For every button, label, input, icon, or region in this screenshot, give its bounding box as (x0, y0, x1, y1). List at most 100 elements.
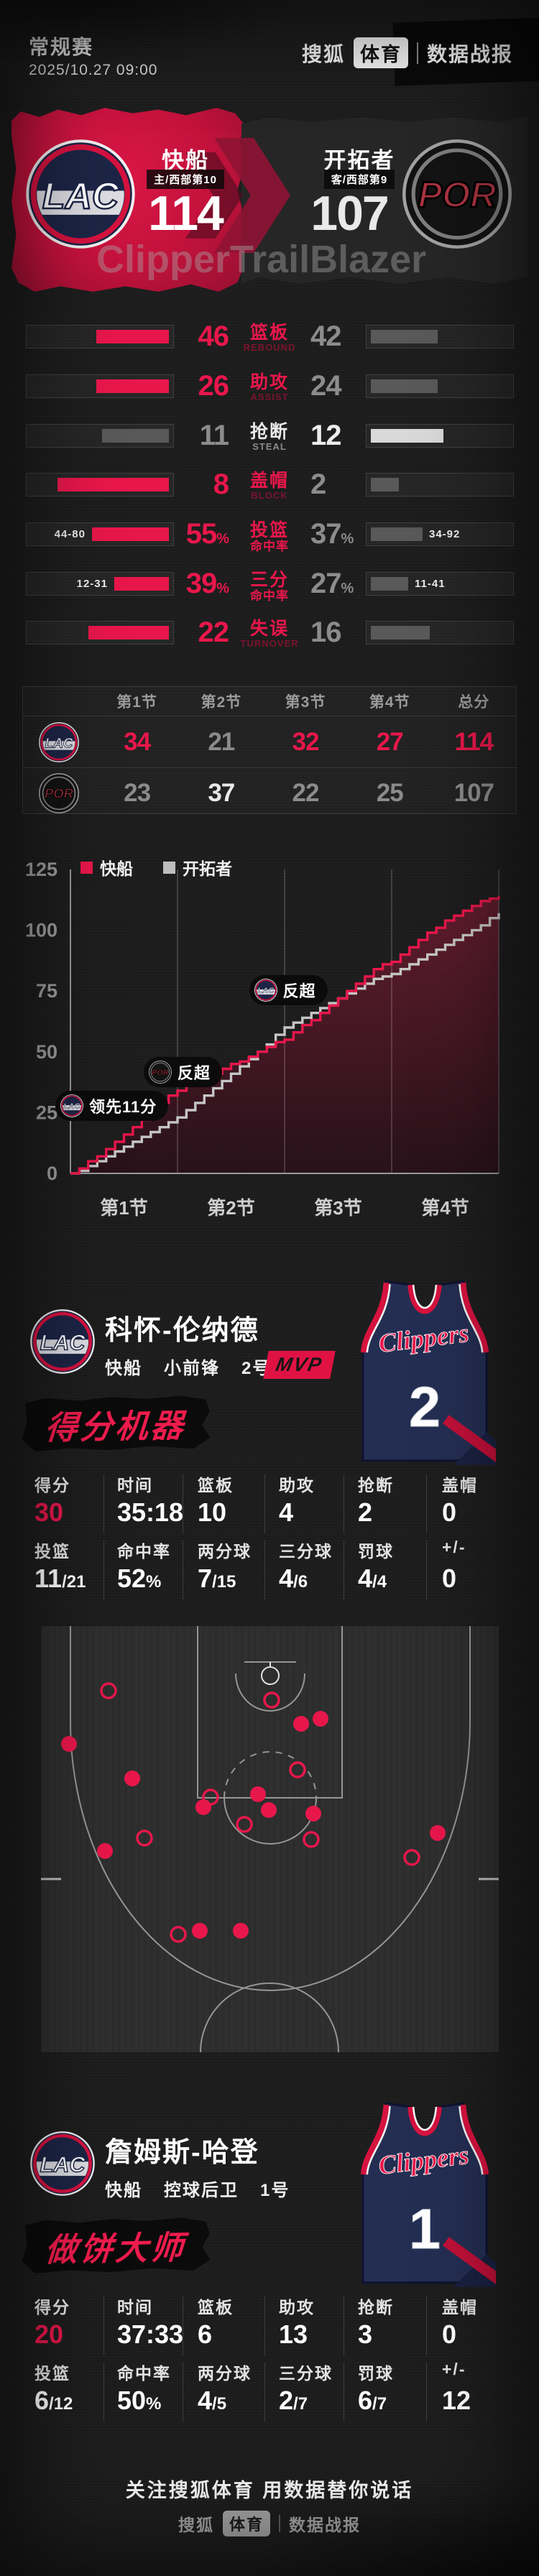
home-stat-bar (26, 621, 174, 645)
away-stat-value: 37% (310, 518, 354, 550)
quarter-score-cell: 21 (208, 727, 235, 756)
player-stat-value: 6/12 (34, 2386, 73, 2415)
quarter-score-cell: 114 (454, 727, 494, 756)
player-stat-label: 得分 (34, 1476, 70, 1495)
player-tag-strip: 得分机器 (21, 1395, 210, 1452)
quarter-score-cell: 25 (376, 779, 404, 807)
away-stat-bar (366, 374, 514, 398)
lac-logo-icon: LAC (30, 2131, 95, 2196)
home-team-score: 114 (148, 186, 224, 241)
player-stat-label: 两分球 (198, 2364, 252, 2383)
shot-missed-dot (100, 1682, 117, 1699)
player-stat-value: 35:18 (117, 1497, 184, 1527)
quarter-header-cell: 第3节 (285, 694, 326, 711)
home-stat-value: 22 (198, 617, 230, 648)
y-tick-label: 25 (36, 1102, 57, 1123)
y-tick-label: 100 (25, 920, 57, 941)
quarter-table-header: 第1节 第2节 第3节 第4节 总分 (23, 687, 516, 716)
stat-column-divider (426, 2296, 427, 2355)
player-stat-label: 命中率 (117, 1542, 171, 1561)
stat-label: 助攻 ASSIST (249, 372, 289, 402)
player-stat-value: 11/21 (34, 1564, 86, 1593)
quarter-score-table: 第1节 第2节 第3节 第4节 总分 LAC 34 21 32 27 114 POR 23 37 22 2… (22, 686, 517, 814)
svg-text:LAC: LAC (63, 1102, 80, 1111)
annotation-text: 领先11分 (89, 1097, 157, 1116)
chart-annotation-pill: LAC 领先11分 (55, 1090, 169, 1121)
y-tick-label: 75 (36, 980, 57, 1002)
home-stat-bar (26, 325, 174, 348)
player-stat-label: 助攻 (279, 2298, 315, 2317)
player-stat-value: 6 (198, 2319, 213, 2349)
player-number: 1号 (260, 2181, 290, 2200)
player-name: 詹姆斯-哈登 (105, 2138, 259, 2168)
quarter-score-cell: 27 (376, 727, 404, 756)
svg-text:POR: POR (418, 175, 497, 215)
x-tick-label: 第2节 (207, 1197, 254, 1219)
shot-made-dot (250, 1786, 266, 1802)
player-stat-label: 时间 (117, 1476, 153, 1495)
home-stat-bar-fill (57, 478, 169, 491)
player-meta: 快船 控球后卫 1号 (105, 2176, 290, 2201)
watermark-text: ClipperTrailBlazer (96, 238, 427, 281)
stat-label: 投篮 命中率 (249, 520, 289, 553)
player-stat-label: 篮板 (198, 2298, 234, 2317)
quarter-score-cell: 32 (292, 727, 320, 756)
stat-label: 篮板 REBOUND (243, 323, 296, 353)
mvp-badge: MVP (263, 1351, 336, 1379)
player-stat-label: 助攻 (279, 1476, 315, 1495)
por-logo-icon: POR (402, 139, 512, 249)
stat-column-divider (264, 1474, 265, 1533)
stat-column-divider (426, 1474, 427, 1533)
quarter-score-cell: 34 (124, 727, 151, 756)
quarter-header-cell: 第1节 (116, 694, 157, 711)
x-tick-label: 第1节 (100, 1197, 147, 1219)
lac-logo-icon: LAC (26, 139, 135, 249)
quarter-score-cell: 23 (124, 779, 151, 807)
player-jersey: Clippers 2 (360, 1280, 510, 1468)
away-stat-value: 2 (310, 468, 326, 500)
home-stat-bar (26, 424, 174, 448)
league-label: 常规赛 (29, 36, 94, 58)
shot-missed-dot (236, 1816, 253, 1833)
home-stat-value: 26 (198, 370, 230, 402)
lac-row-logo: LAC (23, 721, 95, 762)
lac-logo-icon: LAC (60, 1094, 83, 1117)
por-logo-icon: POR (39, 773, 79, 813)
jersey-graphic: Clippers 2 (354, 1278, 510, 1469)
por-logo-icon: POR (148, 1060, 172, 1084)
shot-missed-dot (289, 1761, 306, 1778)
svg-text:POR: POR (45, 786, 74, 801)
por-row-logo: POR (23, 773, 95, 813)
stat-column-divider (426, 2363, 427, 2422)
sohu-sports-logo: 搜狐 体育 数据战报 (302, 37, 513, 68)
svg-text:LAC: LAC (257, 987, 274, 995)
away-stat-bar (366, 424, 514, 448)
shot-made-dot (233, 1923, 249, 1939)
player-tag: 做饼大师 (43, 2228, 188, 2268)
player-stat-value: 52% (117, 1564, 162, 1593)
player-stat-label: +/- (442, 1538, 466, 1556)
svg-text:LAC: LAC (40, 2153, 86, 2177)
player-stat-value: 4/6 (279, 1564, 308, 1593)
shot-made-dot (192, 1923, 208, 1939)
away-team-score: 107 (310, 186, 389, 241)
shot-chart-court (41, 1624, 499, 2053)
shot-missed-dot (170, 1926, 187, 1943)
player-stat-value: 30 (34, 1497, 64, 1527)
player-stat-value: 20 (34, 2319, 64, 2349)
stat-column-divider (264, 2363, 265, 2422)
away-attempts-label: 34-92 (429, 528, 461, 540)
away-stat-value: 27% (310, 568, 354, 599)
stat-column-divider (264, 1541, 265, 1599)
y-tick-label: 0 (47, 1163, 57, 1184)
player-stat-value: 4 (279, 1497, 294, 1527)
y-tick-label: 125 (25, 859, 57, 880)
player-stat-value: 4/4 (358, 1564, 387, 1593)
jersey-graphic: Clippers 1 (354, 2100, 510, 2291)
shot-made-dot (195, 1799, 211, 1815)
away-attempts-label: 11-41 (415, 578, 446, 590)
player-stat-value: 0 (442, 2319, 457, 2349)
svg-text:2: 2 (409, 1375, 441, 1439)
away-stat-bar (366, 621, 514, 645)
